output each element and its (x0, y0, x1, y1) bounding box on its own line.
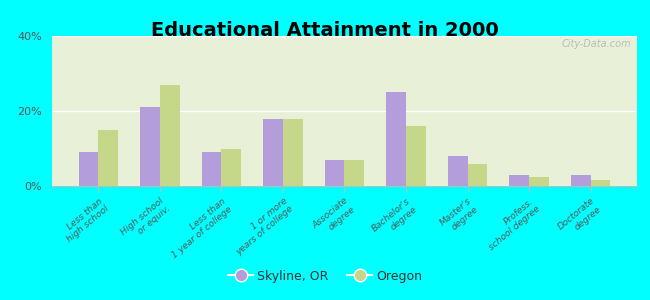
Bar (344, 160, 364, 186)
Bar (79, 152, 98, 186)
Bar (140, 107, 160, 186)
Text: City-Data.com: City-Data.com (562, 39, 631, 49)
Bar (263, 118, 283, 186)
Bar (202, 152, 222, 186)
Bar (160, 85, 179, 186)
Bar (448, 156, 467, 186)
Bar (529, 177, 549, 186)
Legend: Skyline, OR, Oregon: Skyline, OR, Oregon (223, 265, 427, 288)
Bar (222, 148, 241, 186)
Bar (571, 175, 591, 186)
Bar (98, 130, 118, 186)
Bar (406, 126, 426, 186)
Bar (325, 160, 344, 186)
Bar (591, 180, 610, 186)
Bar (467, 164, 488, 186)
Bar (386, 92, 406, 186)
Bar (510, 175, 529, 186)
Bar (283, 118, 303, 186)
Text: Educational Attainment in 2000: Educational Attainment in 2000 (151, 21, 499, 40)
